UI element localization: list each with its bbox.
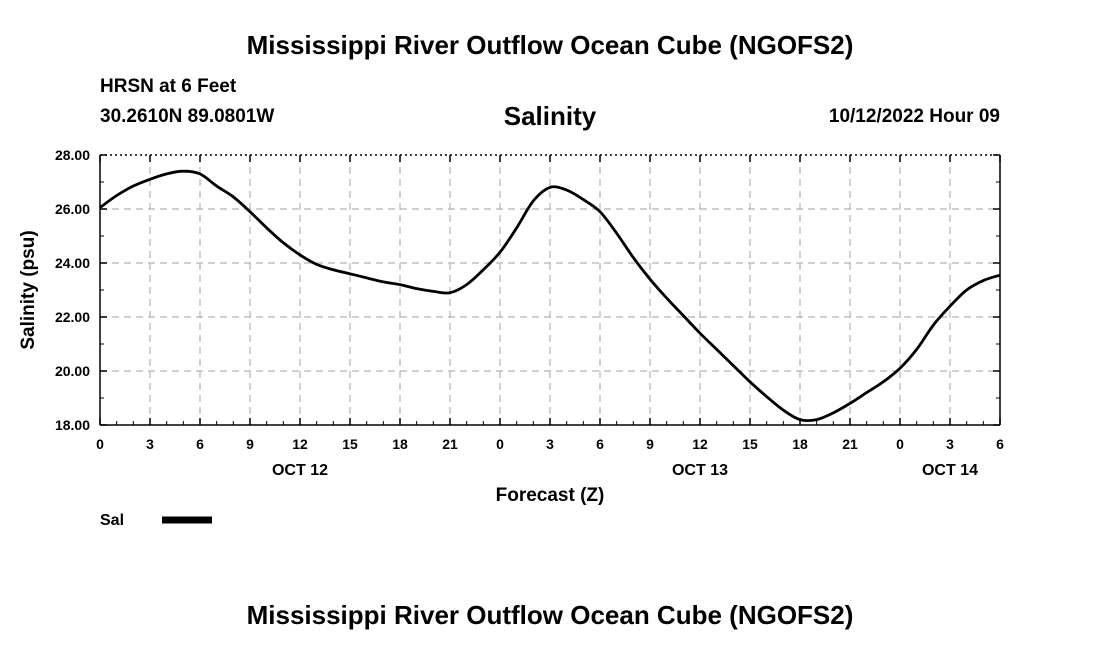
forecast-datetime: 10/12/2022 Hour 09	[828, 106, 1000, 127]
x-axis-title: Forecast (Z)	[496, 485, 605, 506]
x-tick-label: 15	[342, 436, 358, 452]
y-axis-title: Salinity (psu)	[18, 230, 39, 349]
x-tick-label: 18	[392, 436, 408, 452]
x-tick-label: 12	[292, 436, 308, 452]
x-tick-label: 3	[946, 436, 954, 452]
x-tick-label: 21	[442, 436, 458, 452]
x-tick-label: 15	[742, 436, 758, 452]
y-tick-label: 22.00	[55, 309, 90, 325]
y-tick-label: 26.00	[55, 201, 90, 217]
x-tick-label: 6	[196, 436, 204, 452]
series-layer	[99, 169, 1001, 423]
x-tick-label: 6	[996, 436, 1004, 452]
x-tick-label: 9	[246, 436, 254, 452]
series-line-sal	[99, 169, 1001, 423]
x-tick-label: 0	[896, 436, 904, 452]
x-tick-label: 9	[646, 436, 654, 452]
chart-subtitle: Salinity	[503, 101, 597, 131]
y-tick-label: 20.00	[55, 363, 90, 379]
station-label: HRSN at 6 Feet	[100, 76, 237, 97]
footer-title: Mississippi River Outflow Ocean Cube (NG…	[246, 600, 854, 630]
x-tick-label: 6	[596, 436, 604, 452]
axes-layer	[99, 154, 1001, 426]
station-coordinates: 30.2610N 89.0801W	[100, 106, 275, 127]
chart-main-title: Mississippi River Outflow Ocean Cube (NG…	[246, 30, 854, 60]
y-tick-label: 24.00	[55, 255, 90, 271]
day-label: OCT 14	[922, 462, 978, 479]
legend: Sal	[100, 512, 212, 529]
x-tick-label: 12	[692, 436, 708, 452]
x-tick-label: 18	[792, 436, 808, 452]
y-tick-label: 28.00	[55, 147, 90, 163]
grid-layer	[100, 155, 1000, 425]
day-label: OCT 12	[272, 462, 328, 479]
x-tick-label: 3	[546, 436, 554, 452]
x-tick-label: 0	[96, 436, 104, 452]
x-tick-label: 3	[146, 436, 154, 452]
labels-layer: 0 3 6 9 12 15 18 21 0 3 6 9 12 15 18 21 0 3 6 18.00 20.00 22.…	[18, 147, 1004, 506]
day-label: OCT 13	[672, 462, 728, 479]
legend-label: Sal	[100, 512, 124, 529]
y-tick-label: 18.00	[55, 417, 90, 433]
x-tick-label: 21	[842, 436, 858, 452]
x-tick-label: 0	[496, 436, 504, 452]
